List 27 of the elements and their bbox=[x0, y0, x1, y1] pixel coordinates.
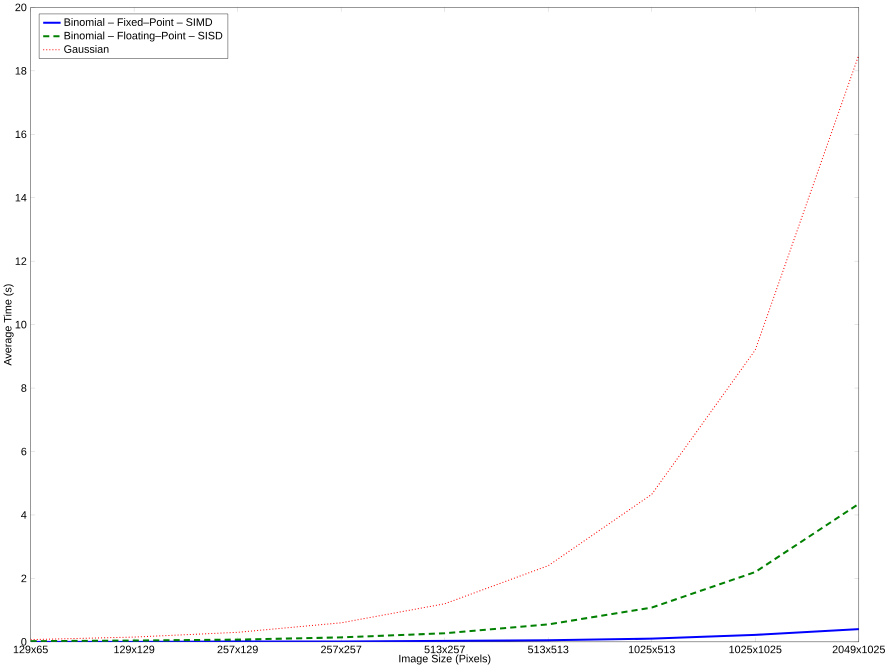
y-tick-label: 14 bbox=[16, 194, 27, 202]
y-tick-label: 20 bbox=[15, 4, 26, 12]
y-tick-label: 0 bbox=[21, 638, 26, 646]
line-series bbox=[30, 502, 859, 642]
x-tick-label: 2049x1025 bbox=[832, 646, 885, 654]
y-tick-label: 10 bbox=[16, 320, 26, 328]
x-tick-label: 257x257 bbox=[321, 646, 362, 654]
x-tick-label: 513x257 bbox=[424, 646, 465, 654]
legend-label: Binomial – Fixed–Point – SIMD bbox=[64, 18, 212, 26]
legend-label: Binomial – Floating–Point – SISD bbox=[64, 31, 222, 42]
x-tick-label: 1025x1025 bbox=[729, 646, 782, 654]
y-axis-title: Average Time (s) bbox=[4, 284, 14, 366]
y-tick-label: 2 bbox=[21, 574, 26, 582]
y-tick-label: 18 bbox=[16, 66, 26, 75]
legend-label: Gaussian bbox=[64, 44, 108, 53]
x-tick-label: 1025x513 bbox=[628, 646, 675, 654]
y-tick-label: 8 bbox=[21, 384, 26, 392]
x-tick-label: 129x129 bbox=[114, 646, 154, 654]
y-tick-label: 4 bbox=[21, 511, 27, 519]
x-tick-label: 129x65 bbox=[14, 646, 48, 654]
line-series bbox=[30, 54, 859, 640]
x-tick-label: 513x513 bbox=[528, 646, 568, 654]
x-tick-label: 257x129 bbox=[218, 646, 258, 654]
y-tick-label: 12 bbox=[16, 257, 26, 265]
y-tick-label: 16 bbox=[16, 130, 26, 138]
x-axis-title: Image Size (Pixels) bbox=[399, 654, 490, 664]
y-tick-label: 6 bbox=[21, 448, 26, 456]
